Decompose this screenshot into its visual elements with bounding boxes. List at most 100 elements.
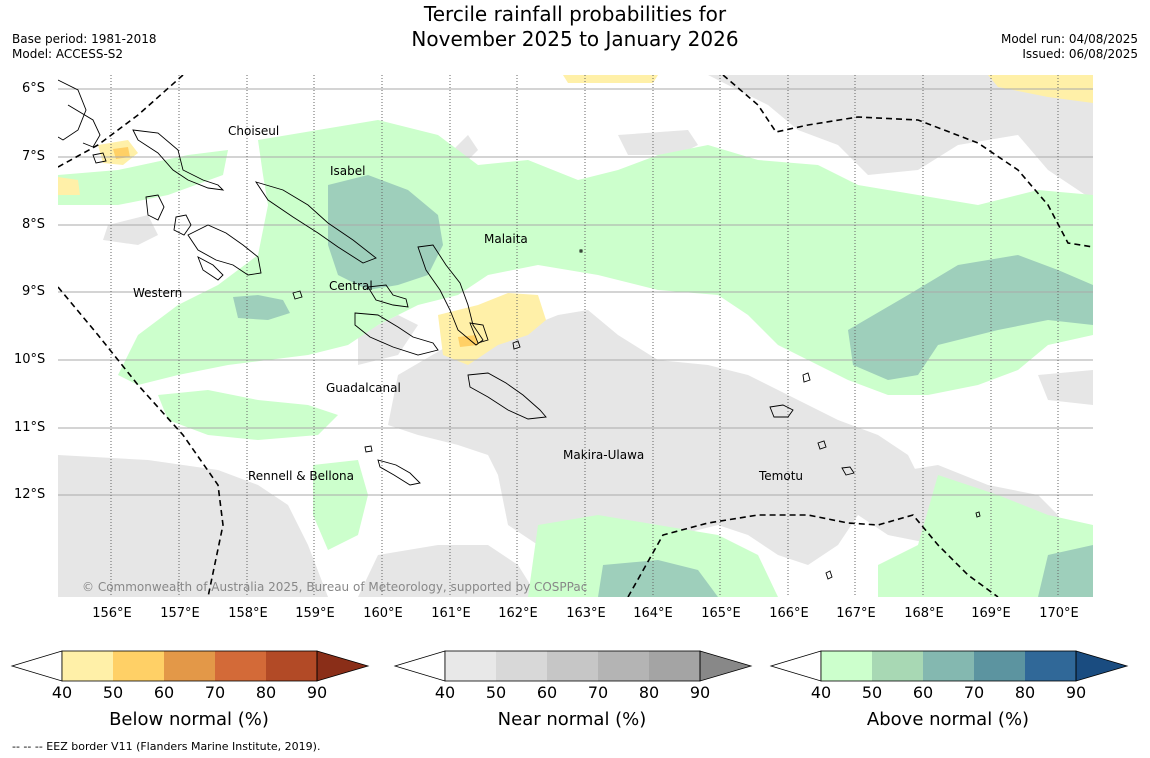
colorbar-above-tick-70: 70 xyxy=(963,683,985,702)
above-normal-strong-region-far-east xyxy=(1038,545,1093,597)
colorbar-below-tick-90: 90 xyxy=(306,683,328,702)
province-label-guadalcanal: Guadalcanal xyxy=(326,381,401,395)
bougainville-south-coast xyxy=(67,104,101,148)
isabel-island xyxy=(254,181,377,264)
new-georgia-island xyxy=(187,224,262,276)
florida-islands xyxy=(367,284,409,308)
lon-label-156e: 156°E xyxy=(92,606,132,621)
coastlines xyxy=(58,79,981,580)
shortland-island xyxy=(92,152,107,164)
eez-border-north-east xyxy=(722,75,1093,248)
colorbar-near-tick-40: 40 xyxy=(434,683,456,702)
bellona-island xyxy=(364,445,373,453)
kolombangara-island xyxy=(173,214,192,236)
model-run: Model run: 04/08/2025 xyxy=(1000,32,1138,46)
below-normal-region-north xyxy=(563,75,658,83)
small-malaita-island xyxy=(469,322,489,344)
below-normal-region-west-small xyxy=(58,177,80,195)
colorbar-near-tick-80: 80 xyxy=(638,683,660,702)
province-label-western: Western xyxy=(133,286,183,300)
below-normal-strong-regions xyxy=(113,147,478,347)
above-normal-strong-region-west xyxy=(233,295,290,320)
colorbar-near-title: Near normal (%) xyxy=(497,709,647,730)
colorbar-above-tick-40: 40 xyxy=(810,683,832,702)
province-label-isabel: Isabel xyxy=(330,164,366,178)
colorbar-above-tick-80: 80 xyxy=(1014,683,1036,702)
vanikoro-island xyxy=(841,466,855,476)
lon-label-170e: 170°E xyxy=(1039,606,1079,621)
lon-label-160e: 160°E xyxy=(363,606,403,621)
lat-label-8s: 8°S xyxy=(22,217,46,232)
tikopia-island xyxy=(825,570,833,580)
colorbar-near-tick-50: 50 xyxy=(485,683,507,702)
sikaiana-island xyxy=(579,249,583,253)
lon-label-168e: 168°E xyxy=(904,606,944,621)
colorbar-above-tick-50: 50 xyxy=(861,683,883,702)
eez-footnote: -- -- -- EEZ border V11 (Flanders Marine… xyxy=(12,740,321,753)
near-normal-region-west xyxy=(103,215,158,245)
lat-label-12s: 12°S xyxy=(14,487,46,502)
lon-label-163e: 163°E xyxy=(566,606,606,621)
near-normal-region-lower-middle xyxy=(358,545,538,597)
makira-island xyxy=(467,372,547,420)
colorbar-below-tick-50: 50 xyxy=(102,683,124,702)
lon-label-162e: 162°E xyxy=(498,606,538,621)
below-normal-region-malaita-south xyxy=(438,293,546,365)
rendova-island xyxy=(197,256,224,281)
eez-border-south xyxy=(627,514,999,597)
colorbar-above-title: Above normal (%) xyxy=(866,709,1030,730)
lat-label-6s: 6°S xyxy=(22,81,46,96)
rennell-island xyxy=(377,459,421,486)
issued-date: Issued: 06/08/2025 xyxy=(1022,47,1138,61)
near-normal-regions xyxy=(58,75,1093,597)
longitude-gridlines xyxy=(110,75,1059,597)
utupua-island xyxy=(817,440,827,450)
below-normal-strong-region-malaita xyxy=(458,335,478,347)
lon-label-164e: 164°E xyxy=(633,606,673,621)
vella-lavella-island xyxy=(145,194,165,221)
colorbar-below-tick-40: 40 xyxy=(51,683,73,702)
lon-label-158e: 158°E xyxy=(228,606,268,621)
colorbar-above-tick-60: 60 xyxy=(912,683,934,702)
province-label-choiseul: Choiseul xyxy=(228,124,280,138)
colorbar-below-title: Below normal (%) xyxy=(109,709,269,730)
lat-label-11s: 11°S xyxy=(14,420,46,435)
above-normal-region-lower-west xyxy=(313,460,368,550)
lat-label-9s: 9°S xyxy=(22,284,46,299)
title-line-2: November 2025 to January 2026 xyxy=(411,27,739,51)
above-normal-region-south-east xyxy=(878,475,1093,597)
near-normal-region-north-east xyxy=(708,75,1093,200)
meta-right: Model run: 04/08/2025 Issued: 06/08/2025 xyxy=(1001,32,1138,62)
eez-border-west-south xyxy=(58,286,224,597)
lon-label-166e: 166°E xyxy=(769,606,809,621)
title-line-1: Tercile rainfall probabilities for xyxy=(423,2,727,26)
colorbar-above-tick-90: 90 xyxy=(1065,683,1087,702)
near-normal-region-east xyxy=(1038,370,1093,405)
lon-label-169e: 169°E xyxy=(971,606,1011,621)
reef-islands xyxy=(802,372,811,383)
below-normal-strong-region-choiseul xyxy=(113,147,130,159)
map-area xyxy=(58,75,1093,597)
colorbar-near-tick-60: 60 xyxy=(536,683,558,702)
lon-label-165e: 165°E xyxy=(701,606,741,621)
lon-label-167e: 167°E xyxy=(836,606,876,621)
above-normal-strong-region-isabel xyxy=(328,175,443,290)
colorbar-above-normal xyxy=(769,650,1129,682)
near-normal-region-south-west xyxy=(58,455,328,597)
above-normal-strong-region-south xyxy=(598,560,718,597)
colorbar-near-tick-70: 70 xyxy=(587,683,609,702)
copyright-notice: © Commonwealth of Australia 2025, Bureau… xyxy=(82,580,588,594)
near-normal-region-north-island xyxy=(618,130,698,155)
lon-label-159e: 159°E xyxy=(295,606,335,621)
province-label-makira-ulawa: Makira-Ulawa xyxy=(563,448,645,462)
colorbar-below-tick-70: 70 xyxy=(204,683,226,702)
guadalcanal-island xyxy=(354,312,439,356)
map-canvas xyxy=(58,75,1093,597)
russell-islands xyxy=(292,290,303,300)
province-label-malaita: Malaita xyxy=(484,232,528,246)
eez-borders xyxy=(58,75,1093,597)
santa-cruz-islands xyxy=(769,404,794,418)
meta-left: Base period: 1981-2018 Model: ACCESS-S2 xyxy=(12,32,157,62)
province-label-central: Central xyxy=(329,279,373,293)
above-normal-strong-regions xyxy=(233,175,1093,597)
